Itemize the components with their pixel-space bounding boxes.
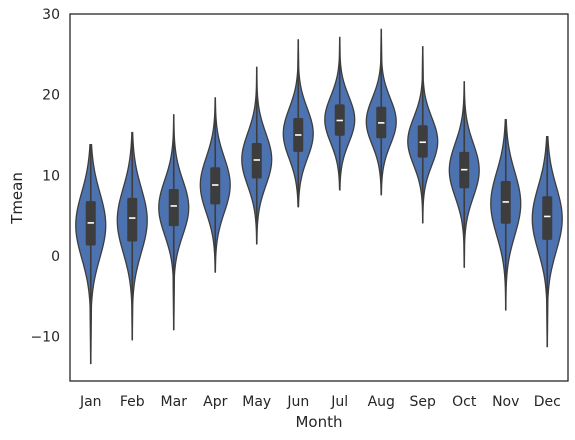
y-tick-label: 10 (42, 168, 60, 184)
x-tick-label: Nov (492, 394, 519, 410)
y-tick-label: 20 (42, 88, 60, 104)
violin-feb (116, 131, 148, 341)
violin-iqr-box (168, 189, 179, 227)
violin-sep (407, 46, 439, 224)
violin-aug (365, 28, 397, 196)
x-tick-label: Jun (286, 394, 309, 410)
y-tick-group: −10 0 10 20 30 (30, 7, 60, 346)
violin-jul (324, 36, 356, 191)
violin-iqr-box (210, 167, 221, 205)
violin-jun (282, 39, 314, 208)
violin-iqr-box (542, 196, 553, 240)
x-tick-label: Feb (120, 394, 145, 410)
x-tick-label: Apr (203, 394, 227, 410)
x-tick-label: Jan (79, 394, 102, 410)
x-axis-title: Month (295, 413, 342, 431)
x-tick-group: Jan Feb Mar Apr May Jun Jul Aug Sep Oct Nov Dec (79, 394, 561, 410)
violin-iqr-box (417, 125, 428, 158)
x-tick-label: Aug (368, 394, 395, 410)
violin-nov (490, 119, 522, 311)
x-tick-label: Oct (452, 394, 477, 410)
violin-group (75, 28, 563, 365)
violin-iqr-box (127, 197, 138, 242)
violin-oct (448, 81, 480, 268)
violin-apr (199, 97, 231, 273)
y-axis-title: Tmean (8, 172, 26, 225)
violin-jan (75, 144, 107, 365)
violin-dec (531, 135, 563, 348)
x-tick-label: Sep (410, 394, 437, 410)
x-tick-label: Mar (161, 394, 188, 410)
violin-iqr-box (251, 143, 262, 179)
y-tick-label: −10 (30, 330, 60, 346)
x-tick-label: Jul (330, 394, 348, 410)
x-tick-label: Dec (534, 394, 561, 410)
y-tick-label: 0 (51, 249, 60, 265)
violin-mar (158, 114, 190, 331)
y-tick-label: 30 (42, 7, 60, 23)
violin-may (241, 66, 273, 245)
plot-frame (69, 13, 569, 382)
x-tick-label: May (242, 394, 271, 410)
